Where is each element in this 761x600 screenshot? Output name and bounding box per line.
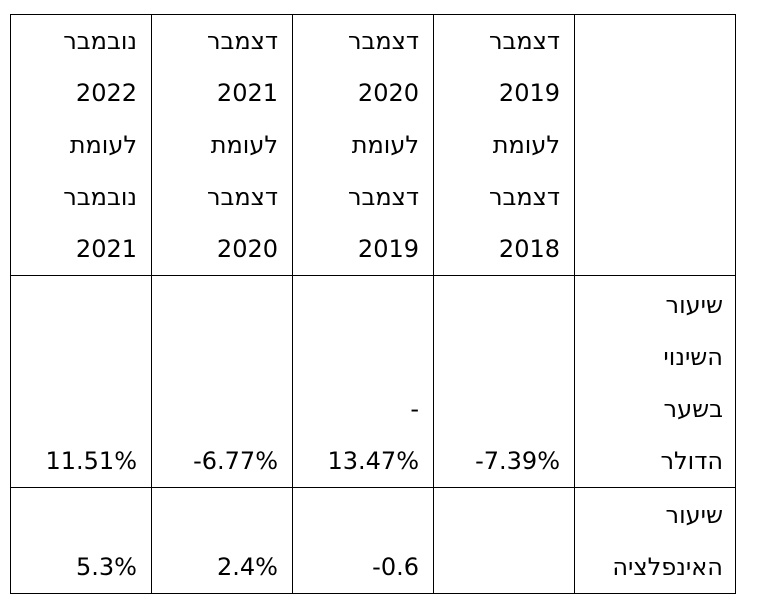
row-label: שיעור השינוי בשער הדולר: [660, 291, 723, 475]
cell-value: -7.39%: [475, 447, 560, 475]
table-row: שיעור השינוי בשער הדולר -7.39% - 13.47% …: [10, 275, 736, 488]
value-cell: 2.4%: [151, 487, 293, 594]
header-cell: דצמבר 2020 לעומת דצמבר 2019: [292, 14, 434, 276]
header-cell: דצמבר 2021 לעומת דצמבר 2020: [151, 14, 293, 276]
header-cell: נובמבר 2022 לעומת נובמבר 2021: [10, 14, 152, 276]
value-cell: -6.77%: [151, 275, 293, 488]
value-cell: -0.6: [292, 487, 434, 594]
cell-value: 2.4%: [217, 553, 278, 581]
row-label-cell: שיעור האינפלציה: [574, 487, 736, 594]
row-label: שיעור האינפלציה: [612, 501, 723, 581]
value-cell: [433, 487, 575, 594]
header-text: דצמבר 2020 לעומת דצמבר 2019: [347, 27, 419, 263]
header-text: דצמבר 2021 לעומת דצמבר 2020: [206, 27, 278, 263]
row-label-cell: שיעור השינוי בשער הדולר: [574, 275, 736, 488]
cell-value: -0.6: [372, 553, 419, 581]
table-row: שיעור האינפלציה -0.6 2.4% 5.3%: [10, 487, 736, 594]
header-row: דצמבר 2019 לעומת דצמבר 2018 דצמבר 2020 ל…: [10, 14, 736, 276]
cell-value: - 13.47%: [327, 395, 419, 475]
value-cell: 5.3%: [10, 487, 152, 594]
value-cell: 11.51%: [10, 275, 152, 488]
header-text: דצמבר 2019 לעומת דצמבר 2018: [488, 27, 560, 263]
header-text: נובמבר 2022 לעומת נובמבר 2021: [63, 27, 137, 263]
cell-value: 11.51%: [45, 447, 137, 475]
value-cell: - 13.47%: [292, 275, 434, 488]
data-table: דצמבר 2019 לעומת דצמבר 2018 דצמבר 2020 ל…: [10, 14, 736, 594]
header-cell: [574, 14, 736, 276]
value-cell: -7.39%: [433, 275, 575, 488]
cell-value: 5.3%: [76, 553, 137, 581]
header-cell: דצמבר 2019 לעומת דצמבר 2018: [433, 14, 575, 276]
cell-value: -6.77%: [193, 447, 278, 475]
